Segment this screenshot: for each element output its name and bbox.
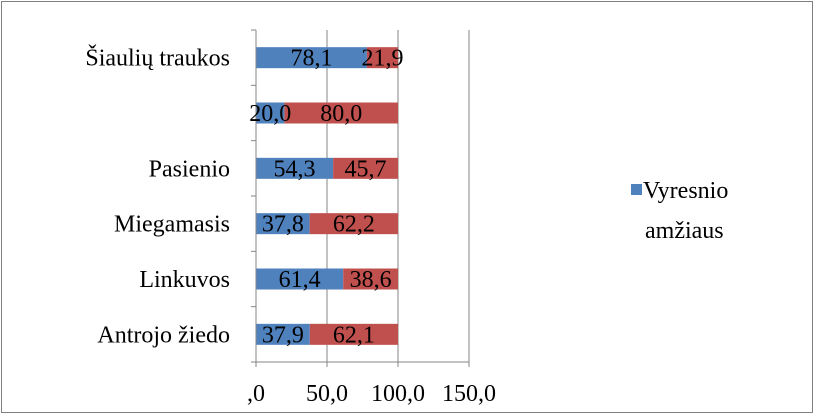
bar-segment-series-2 [333, 157, 398, 179]
gridlines [326, 30, 470, 362]
bar-segment-series-1 [256, 268, 344, 290]
category-label: Linkuvos [139, 267, 230, 293]
bar-segment-series-1 [256, 47, 367, 69]
data-label: 37,9 [262, 322, 304, 348]
legend: Vyresnio amžiaus [631, 178, 728, 244]
bar-segment-series-1 [256, 213, 310, 235]
bar-segment-series-2 [343, 268, 398, 290]
data-label: 45,7 [345, 156, 387, 182]
legend-swatch [631, 184, 642, 195]
data-label: 62,2 [333, 212, 375, 238]
data-label: 21,9 [361, 46, 403, 72]
legend-label-line-1: Vyresnio [643, 178, 728, 204]
bar-segment-series-1 [256, 102, 285, 124]
category-label: Antrojo žiedo [97, 322, 230, 348]
data-label: 20,0 [249, 101, 291, 127]
x-tick-label: ,0 [247, 381, 265, 407]
bar-segment-series-1 [256, 157, 334, 179]
bars [256, 47, 398, 345]
data-label: 37,8 [262, 212, 304, 238]
bar-segment-series-2 [284, 102, 398, 124]
x-tick-labels: ,0 50,0 100,0 150,0 [247, 381, 496, 407]
category-label: Miegamasis [114, 212, 230, 238]
bar-segment-series-2 [366, 47, 398, 69]
data-label: 61,4 [279, 267, 321, 293]
axes [251, 29, 470, 367]
data-label: 38,6 [350, 267, 392, 293]
category-labels: Antrojo žiedo Linkuvos Miegamasis Pasienio Š… [85, 45, 230, 349]
data-label: 78,1 [290, 46, 332, 72]
category-label: Šiaulių traukos [85, 45, 230, 72]
bar-segment-series-1 [256, 323, 310, 345]
data-label: 54,3 [274, 156, 316, 182]
bar-segment-series-2 [309, 323, 398, 345]
legend-label-line-2: amžiaus [645, 218, 724, 244]
x-tick-label: 150,0 [442, 381, 496, 407]
data-label: 62,1 [333, 322, 375, 348]
data-label: 80,0 [320, 101, 362, 127]
category-label: Pasienio [149, 156, 230, 182]
x-tick-label: 100,0 [371, 381, 425, 407]
data-labels: 37,9 62,1 61,4 38,6 37,8 62,2 54,3 45,7 20,0 80,0… [249, 46, 403, 349]
bar-segment-series-2 [309, 213, 398, 235]
x-tick-label: 50,0 [306, 381, 348, 407]
